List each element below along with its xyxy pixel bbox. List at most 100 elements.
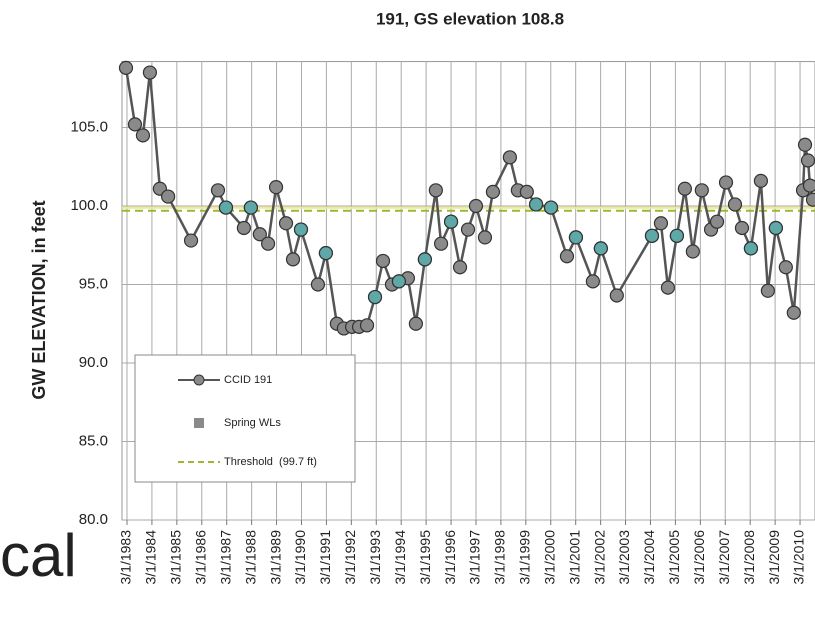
data-point bbox=[408, 316, 424, 331]
data-point bbox=[797, 137, 813, 152]
data-point bbox=[468, 198, 484, 214]
x-tick-label: 3/1/1999 bbox=[517, 530, 533, 585]
data-point bbox=[367, 289, 383, 305]
x-tick-label: 3/1/2009 bbox=[766, 530, 782, 585]
x-tick-label: 3/1/1991 bbox=[317, 530, 333, 585]
overlay-text: cal bbox=[0, 522, 77, 589]
data-point bbox=[452, 260, 468, 275]
x-tick-label: 3/1/1984 bbox=[143, 530, 159, 585]
x-tick-label: 3/1/1995 bbox=[417, 530, 433, 585]
x-tick-label: 3/1/2003 bbox=[616, 530, 632, 585]
legend-marker bbox=[194, 418, 204, 428]
data-point bbox=[653, 216, 669, 231]
data-point bbox=[609, 288, 624, 303]
x-tick-label: 3/1/2004 bbox=[641, 530, 657, 585]
data-point bbox=[528, 197, 544, 212]
y-tick-label: 90.0 bbox=[79, 354, 108, 371]
data-point bbox=[543, 200, 559, 215]
y-tick-label: 85.0 bbox=[79, 432, 108, 449]
data-point bbox=[568, 230, 584, 245]
data-point bbox=[260, 236, 276, 251]
data-point bbox=[660, 280, 676, 295]
data-point bbox=[210, 183, 226, 198]
data-point bbox=[778, 260, 793, 275]
plot-area: 80.0 85.0 90.0 95.0 100.0 105.0 3/1/1983 3/1/19… bbox=[70, 60, 815, 585]
data-point bbox=[805, 192, 815, 207]
legend: CCID 191 Spring WLs Threshold (99.7 ft) bbox=[134, 354, 356, 483]
x-tick-label: 3/1/1983 bbox=[118, 530, 134, 585]
x-tick-label: 3/1/1996 bbox=[442, 530, 458, 585]
data-point bbox=[285, 252, 301, 267]
data-point bbox=[428, 183, 443, 198]
x-tick-label: 3/1/2006 bbox=[691, 530, 707, 585]
data-point bbox=[559, 249, 575, 264]
x-tick-label: 3/1/2000 bbox=[541, 530, 557, 585]
data-point bbox=[278, 216, 294, 231]
data-point bbox=[161, 189, 176, 204]
x-tick-label: 3/1/1992 bbox=[342, 530, 358, 585]
data-point bbox=[760, 283, 775, 298]
data-point bbox=[236, 220, 251, 236]
data-point bbox=[685, 244, 700, 259]
y-tick-label: 105.0 bbox=[70, 118, 108, 135]
data-point bbox=[718, 175, 734, 190]
x-tick-label: 3/1/1990 bbox=[292, 530, 308, 585]
data-point bbox=[669, 228, 684, 243]
x-tick-label: 3/1/2002 bbox=[591, 530, 607, 585]
data-point bbox=[310, 277, 326, 292]
data-point bbox=[753, 173, 769, 188]
data-point bbox=[802, 178, 815, 193]
x-tick-label: 3/1/1987 bbox=[217, 530, 233, 585]
x-tick-label: 3/1/1986 bbox=[192, 530, 208, 585]
data-point bbox=[293, 222, 309, 237]
x-tick-label: 3/1/1985 bbox=[168, 530, 184, 585]
data-point bbox=[768, 220, 783, 236]
data-point bbox=[433, 236, 449, 251]
data-point bbox=[375, 253, 391, 269]
y-tick-label: 80.0 bbox=[79, 511, 108, 528]
data-point bbox=[519, 184, 534, 199]
x-tick-label: 3/1/1997 bbox=[467, 530, 483, 585]
legend-label: Spring WLs bbox=[224, 417, 281, 429]
x-tick-label: 3/1/1994 bbox=[392, 530, 408, 585]
x-tick-label: 3/1/2010 bbox=[791, 530, 807, 585]
data-point bbox=[477, 230, 493, 245]
data-point bbox=[318, 246, 334, 261]
data-point bbox=[800, 153, 815, 168]
data-point bbox=[252, 227, 267, 242]
data-point bbox=[183, 233, 199, 248]
x-tick-label: 3/1/2005 bbox=[666, 530, 682, 585]
x-tick-label: 3/1/1988 bbox=[242, 530, 258, 585]
data-point bbox=[391, 274, 407, 289]
data-point bbox=[359, 318, 375, 333]
data-point bbox=[734, 220, 750, 236]
legend-label: Threshold (99.7 ft) bbox=[224, 456, 317, 468]
y-tick-label: 95.0 bbox=[79, 275, 108, 292]
data-point bbox=[677, 181, 692, 196]
legend-marker bbox=[193, 374, 205, 386]
x-tick-label: 3/1/2007 bbox=[716, 530, 732, 585]
data-point bbox=[502, 150, 517, 165]
legend-box bbox=[134, 354, 356, 483]
data-point bbox=[268, 180, 284, 195]
legend-label: CCID 191 bbox=[224, 374, 272, 386]
x-tick-label: 3/1/1993 bbox=[367, 530, 383, 585]
data-point bbox=[218, 200, 234, 215]
y-axis-label: GW ELEVATION, in feet bbox=[29, 200, 49, 399]
data-point bbox=[585, 274, 600, 289]
data-point bbox=[694, 183, 709, 198]
data-point bbox=[118, 60, 134, 75]
data-point bbox=[417, 252, 432, 267]
data-point bbox=[443, 214, 459, 229]
data-point bbox=[709, 214, 725, 229]
data-point bbox=[644, 228, 660, 243]
x-tick-label: 3/1/2008 bbox=[741, 530, 757, 585]
x-tick-label: 3/1/1989 bbox=[267, 530, 283, 585]
data-point bbox=[243, 200, 258, 215]
data-point bbox=[460, 222, 476, 237]
data-point bbox=[743, 241, 759, 256]
data-point bbox=[786, 305, 801, 320]
data-point bbox=[485, 184, 501, 199]
x-tick-label: 3/1/2001 bbox=[566, 530, 582, 585]
